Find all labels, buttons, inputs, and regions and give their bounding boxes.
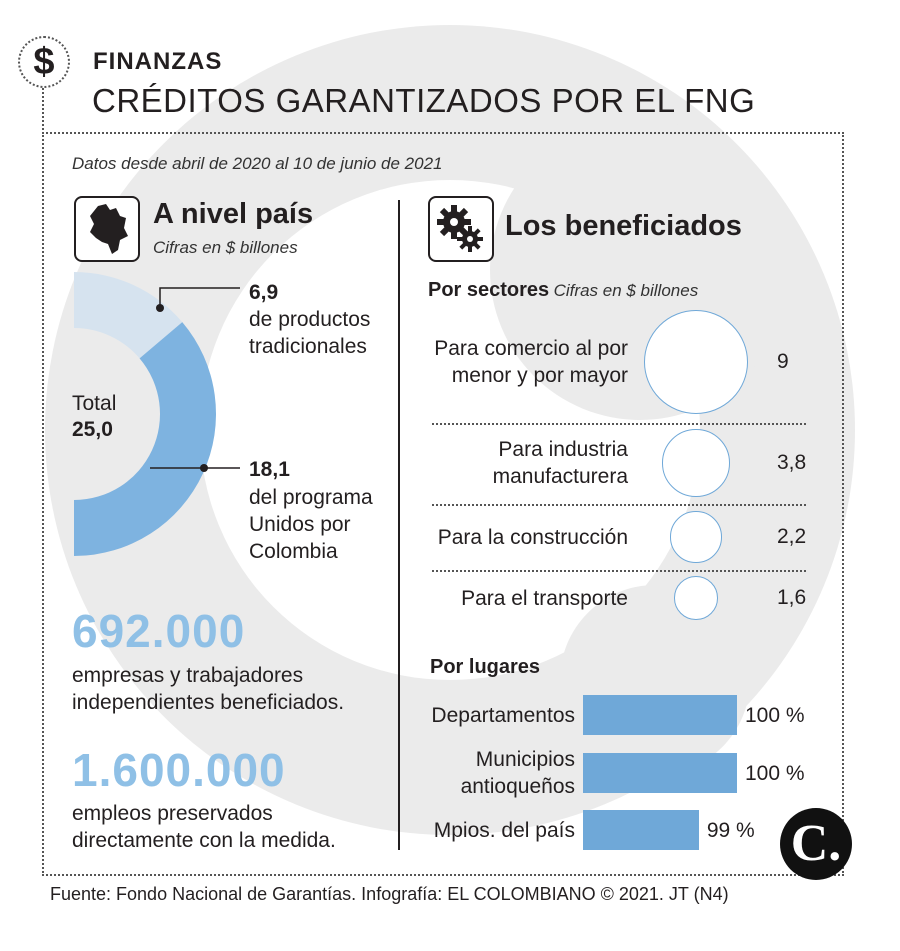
half-donut-chart [74,272,217,556]
sector-bubble-1 [662,429,730,497]
segment2-value: 18,1 [249,458,290,481]
donut-total-value: 25,0 [72,418,113,441]
sector-separator-1 [432,504,806,506]
colombia-map-icon [74,196,140,262]
stat-empresas-line1: empresas y trabajadores [72,664,304,687]
left-heading: A nivel país [153,198,314,230]
donut-total-label: Total [72,392,117,415]
place-value-2: 99 % [706,819,755,842]
sector-label-3: Para el transporte [461,586,628,610]
place-value-1: 100 % [745,762,805,785]
leader-lines [150,287,240,469]
sector-label-1: Para industria manufacturera [492,438,628,488]
date-range: Datos desde abril de 2020 al 10 de junio… [72,154,443,173]
sector-bubble-3 [674,576,718,620]
sectors-label: Por sectores [428,279,550,301]
source-credit: Fuente: Fondo Nacional de Garantías. Inf… [50,884,729,904]
segment2-line1: del programa [249,486,373,509]
sector-value-1: 3,8 [777,451,807,474]
stat-empresas-line2: independientes beneficiados. [72,691,345,714]
sector-separator-2 [432,570,806,572]
sector-label-2: Para la construcción [437,525,628,549]
sectors-header: Por sectores Cifras en $ billones [428,279,698,302]
column-divider [398,200,400,850]
place-label-2: Mpios. del país [433,818,575,842]
sector-label-0: Para comercio al por menor y por mayor [434,337,628,387]
dollar-icon: $ [18,36,70,88]
stat-empleos-line1: empleos preservados [72,802,273,825]
section-label: FINANZAS [93,48,223,75]
segment2-line2: Unidos por [249,513,351,536]
stat-empleos-value: 1.600.000 [72,744,286,796]
sector-value-3: 1,6 [777,586,807,609]
segment1-line2: tradicionales [249,335,367,358]
el-colombiano-logo: C. [780,808,852,880]
frame-connector [42,88,44,134]
sector-bubble-2 [670,511,722,563]
sector-separator-0 [432,423,806,425]
right-heading: Los beneficiados [505,210,742,242]
sectors-units: Cifras en $ billones [553,281,699,300]
place-bar-0 [583,695,737,735]
segment1-value: 6,9 [249,281,279,304]
place-bar-1 [583,753,737,793]
place-label-0: Departamentos [431,703,575,727]
left-units: Cifras en $ billones [153,238,298,257]
sector-value-0: 9 [777,350,789,373]
gears-icon [428,196,494,262]
donut-segment-productos-tradicionales [74,272,183,359]
place-label-1: Municipios antioqueños [460,748,575,798]
infographic-frame [42,132,844,876]
donut-segment-unidos-por-colombia [74,322,217,556]
segment1-line1: de productos [249,308,371,331]
stat-empleos-line2: directamente con la medida. [72,829,336,852]
places-label: Por lugares [430,656,541,678]
page-title: CRÉDITOS GARANTIZADOS POR EL FNG [92,82,756,119]
place-bar-2 [583,810,699,850]
sector-bubble-0 [644,310,748,414]
sector-value-2: 2,2 [777,525,807,548]
place-value-0: 100 % [745,704,805,727]
stat-empresas-value: 692.000 [72,605,246,657]
segment2-line3: Colombia [249,540,338,563]
